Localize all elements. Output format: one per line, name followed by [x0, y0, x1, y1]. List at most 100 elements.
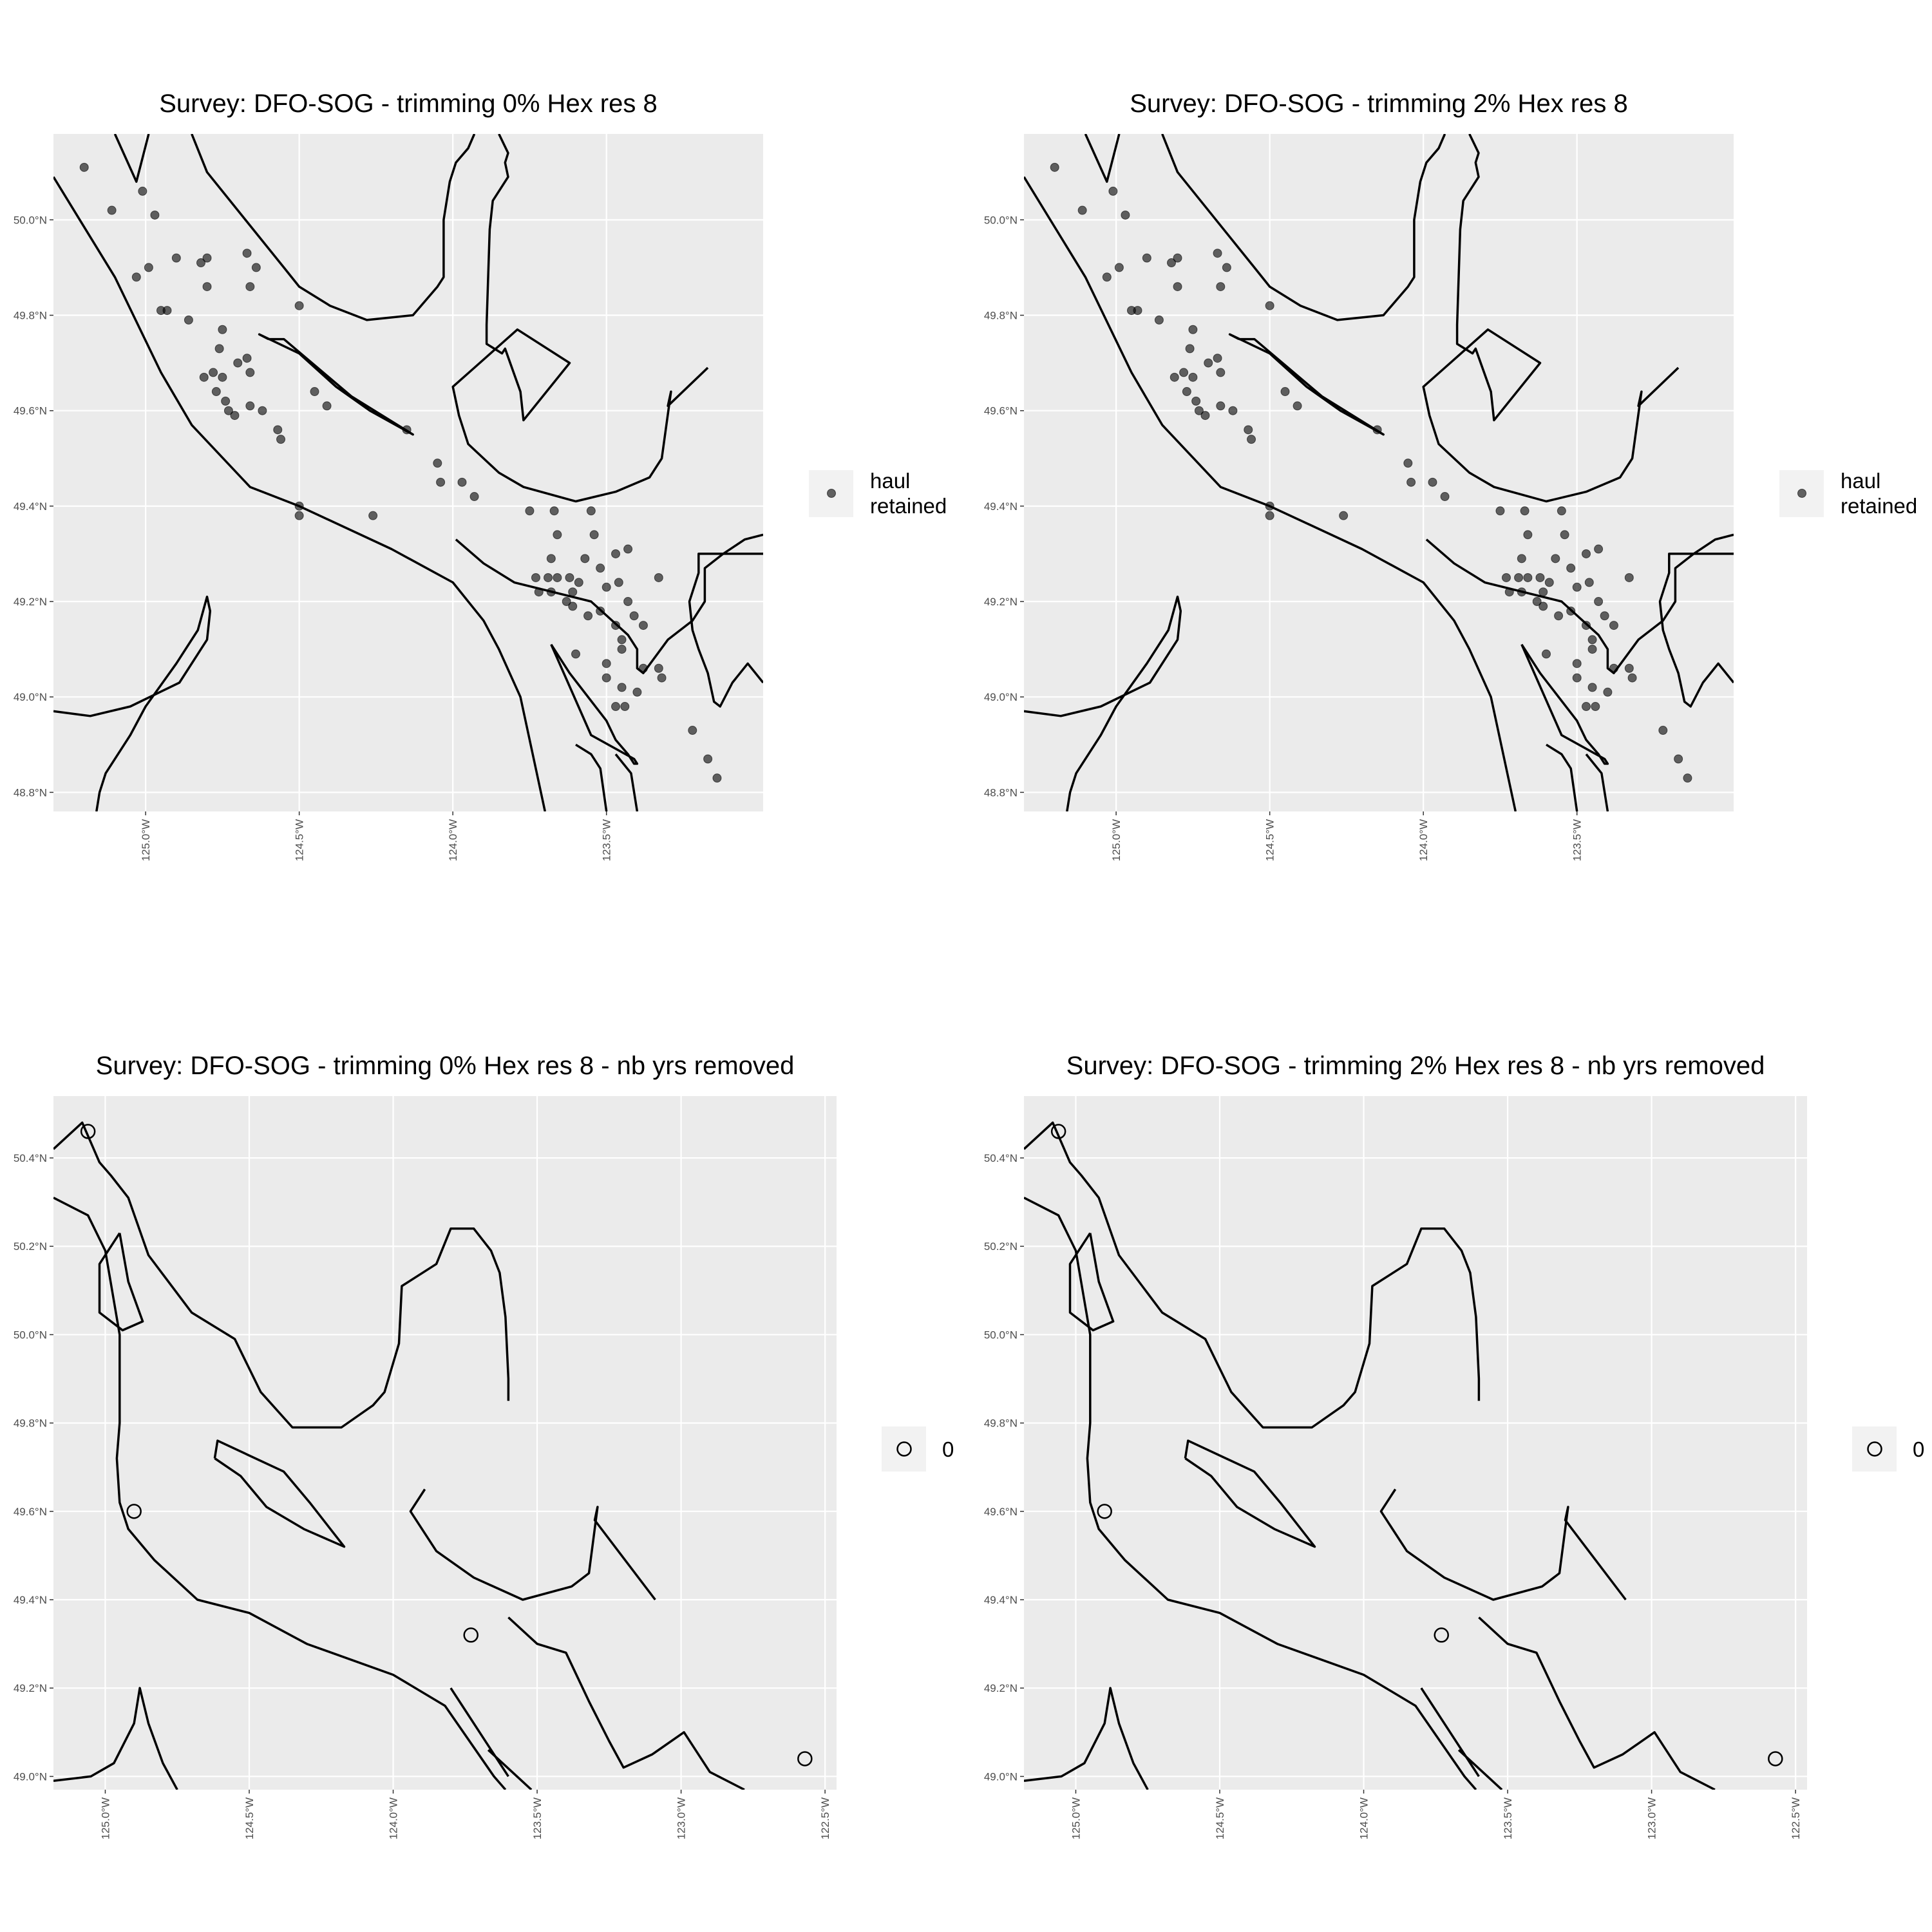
panel-1-data-point	[586, 506, 596, 516]
panel-3-x-tick-label: 124.0°W	[388, 1797, 400, 1839]
panel-1-data-point	[688, 726, 697, 735]
panel-4-y-tick-labels: 49.0°N 49.2°N 49.4°N 49.6°N 49.8°N 50.0°N 50.2…	[984, 1152, 1024, 1783]
panel-1-data-point	[294, 301, 304, 310]
panel-1-coastline-segment	[113, 134, 150, 183]
panel-3-coastline-segment	[53, 1121, 510, 1429]
panel-1-data-point	[568, 587, 578, 597]
panel-2-data-point	[1077, 205, 1087, 215]
panel-2-data-point	[1566, 606, 1576, 616]
panel-2-data-point	[1188, 372, 1198, 382]
panel-1-data-point	[546, 587, 556, 597]
panel-4-x-tick-label: 123.5°W	[1502, 1797, 1514, 1839]
panel-2-data-point	[1265, 501, 1274, 511]
panel-1-data-point	[223, 406, 233, 415]
panel-2-data-point	[1133, 306, 1142, 316]
panel-2-legend-label-line-1: haul	[1841, 469, 1880, 493]
panel-2-coastline-segment	[1585, 753, 1609, 811]
panel-2-data-point	[1572, 582, 1582, 592]
panel-1-title: Survey: DFO-SOG - trimming 0% Hex res 8	[159, 90, 657, 118]
panel-2-data-point	[1683, 773, 1692, 783]
panel-2-coastline-segment	[1084, 134, 1121, 183]
panel-4-x-tick-label: 122.5°W	[1790, 1797, 1802, 1839]
panel-2-x-tick-label: 125.0°W	[1110, 819, 1122, 861]
panel-1-data-point	[632, 687, 642, 697]
panel-3-plot-area	[53, 1096, 837, 1790]
panel-2-data-point	[1591, 702, 1600, 712]
panel-2-x-tick-label: 123.5°W	[1571, 819, 1584, 861]
panel-2-coastline-segment	[1520, 643, 1609, 765]
panel-1-data-point	[549, 506, 559, 516]
panel-3-legend-marker	[896, 1441, 912, 1457]
panel-4-coastline-segment	[1024, 1197, 1477, 1790]
panel-1-y-tick-label: 48.8°N	[14, 786, 47, 799]
panel-1-data-point	[211, 387, 221, 397]
panel-1-data-point	[214, 344, 224, 354]
panel-1-data-point	[638, 663, 648, 673]
panel-2-data-point	[1188, 325, 1198, 334]
panel-4-coastline-segment	[1478, 1616, 1716, 1790]
panel-1-x-tick-label: 124.5°W	[294, 819, 306, 861]
panel-1-y-tick-label: 49.4°N	[14, 500, 47, 513]
panel-4-legend: 0	[1852, 1426, 1924, 1472]
panel-1-coastline-segment	[614, 753, 639, 811]
panel-2-data-point	[1204, 358, 1213, 368]
panel-2-legend-label-line-2: retained	[1841, 494, 1917, 518]
panel-1-data-point	[245, 282, 255, 292]
panel-1-coastline-segment	[550, 643, 639, 765]
panel-4-y-tick-label: 50.2°N	[984, 1240, 1018, 1253]
panel-2-data-point	[1566, 564, 1576, 573]
panel-2-data-point	[1173, 253, 1182, 263]
panel-1-coastline-segment	[258, 333, 414, 436]
panel-1-data-point	[276, 435, 286, 444]
panel-1-data-point	[242, 354, 252, 363]
panel-2-data-point	[1265, 301, 1274, 310]
panel-3-coastline-segment	[53, 1687, 178, 1790]
panel-2-legend-marker	[1797, 489, 1806, 498]
panel-2-coastline-segment	[1658, 553, 1734, 708]
panel-3-x-tick-label: 123.5°W	[531, 1797, 544, 1839]
panel-2-data-point	[1428, 477, 1437, 487]
panel-2: Survey: DFO-SOG - trimming 2% Hex res 8 …	[984, 90, 1917, 861]
panel-4-x-tick-label: 123.0°W	[1646, 1797, 1658, 1839]
panel-1-data-point	[553, 530, 562, 540]
panel-4-coastline-segment	[1024, 1121, 1481, 1429]
panel-1-data-point	[614, 578, 623, 587]
panel-4-y-tick-label: 50.4°N	[984, 1152, 1018, 1164]
panel-1-coastline-segment	[53, 595, 212, 811]
panel-1-data-point	[131, 272, 141, 282]
panel-1-x-tick-labels: 125.0°W 124.5°W 124.0°W 123.5°W	[140, 811, 613, 861]
panel-2-data-point	[1222, 263, 1231, 272]
panel-4-plot-area	[1024, 1096, 1807, 1790]
panel-4-coastline-segment	[1379, 1488, 1627, 1601]
panel-3-y-tick-label: 50.4°N	[14, 1152, 47, 1164]
panel-1-data-point	[457, 477, 467, 487]
panel-1-legend-label-line-1: haul	[870, 469, 910, 493]
panel-1-data-point	[562, 597, 571, 607]
panel-2-data-point	[1173, 282, 1182, 292]
panel-4-data-point	[1097, 1504, 1112, 1519]
panel-2-data-point	[1501, 573, 1511, 582]
panel-1-data-point	[544, 573, 553, 582]
panel-2-data-point	[1191, 396, 1201, 406]
panel-2-data-point	[1572, 673, 1582, 683]
panel-1-coastline	[53, 134, 763, 811]
panel-2-data-point	[1627, 673, 1637, 683]
panel-2-data-point	[1213, 249, 1222, 258]
panel-1-data-point	[138, 186, 147, 196]
panel-3-title: Survey: DFO-SOG - trimming 0% Hex res 8 …	[96, 1052, 795, 1080]
panel-2-data-point	[1185, 344, 1195, 354]
panel-1-data-point	[712, 773, 722, 783]
panel-1-data-point	[368, 511, 378, 520]
panel-4-x-tick-label: 125.0°W	[1070, 1797, 1082, 1839]
panel-2-data-point	[1539, 587, 1548, 597]
panel-2-data-point	[1600, 611, 1609, 621]
panel-2-data-point	[1114, 263, 1124, 272]
panel-1-plot-area	[53, 134, 763, 811]
panel-1-y-tick-label: 49.0°N	[14, 691, 47, 703]
panel-1-data-point	[107, 205, 117, 215]
panel-4-y-tick-label: 49.0°N	[984, 1770, 1018, 1783]
panel-3-y-tick-labels: 49.0°N 49.2°N 49.4°N 49.6°N 49.8°N 50.0°N 50.2…	[14, 1152, 53, 1783]
panel-1-points	[79, 162, 722, 783]
panel-1-data-point	[162, 306, 172, 316]
